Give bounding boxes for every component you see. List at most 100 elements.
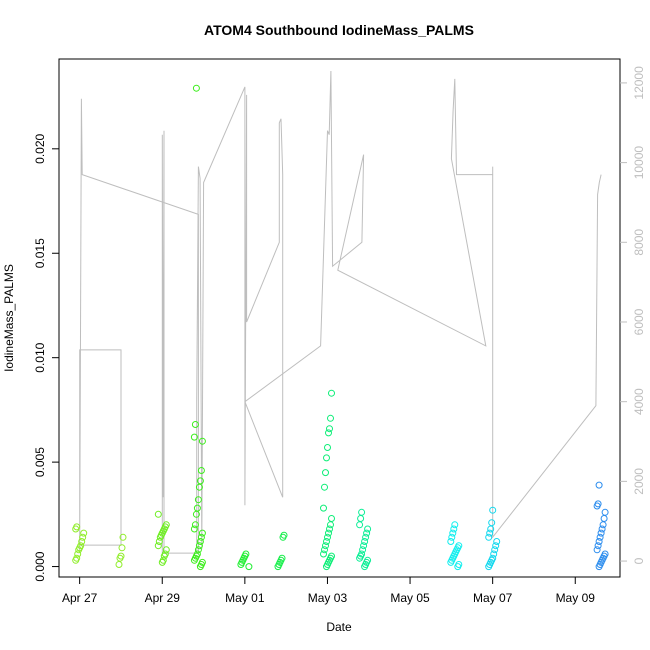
data-point: [595, 481, 603, 489]
data-point: [447, 538, 455, 545]
flight-points-group: [593, 481, 609, 571]
data-point: [359, 546, 367, 554]
data-point: [80, 529, 88, 537]
data-point: [115, 561, 123, 568]
data-point: [325, 429, 332, 437]
data-point: [357, 515, 365, 522]
data-point: [360, 542, 368, 550]
data-point: [450, 525, 458, 533]
data-point: [455, 561, 463, 568]
data-point: [154, 542, 162, 550]
x-tick-label: May 03: [308, 591, 348, 605]
data-point: [364, 556, 372, 564]
x-tick-label: May 09: [556, 591, 596, 605]
flight-points-group: [356, 508, 372, 571]
data-point: [358, 550, 366, 558]
data-point: [594, 500, 602, 508]
y-axis: 0.000 0.005 0.010 0.015 0.020: [33, 133, 59, 582]
y-tick-label: 0.020: [33, 133, 47, 163]
y-right-tick-label: 0: [632, 557, 646, 564]
y-right-tick-label: 2000: [632, 468, 646, 495]
data-point: [448, 533, 456, 541]
x-tick-label: May 05: [390, 591, 430, 605]
data-point: [323, 454, 330, 462]
data-point: [326, 425, 333, 433]
data-point: [195, 542, 203, 550]
data-point: [361, 538, 369, 545]
data-point: [485, 533, 493, 541]
altitude-trace-line: [79, 70, 602, 554]
x-tick-label: Apr 27: [62, 591, 98, 605]
y-right-tick-label: 6000: [632, 308, 646, 335]
x-axis: Apr 27 Apr 29 May 01 May 03 May 05 May 07 May …: [62, 577, 595, 605]
data-point: [79, 533, 87, 541]
data-point: [327, 521, 334, 529]
data-point: [278, 554, 286, 562]
data-point: [74, 550, 82, 558]
data-point: [328, 515, 335, 522]
flight-points-group: [115, 533, 127, 568]
data-point: [193, 504, 201, 512]
data-point: [73, 523, 81, 531]
data-point: [595, 538, 603, 545]
flight-points-group: [485, 506, 501, 571]
data-point: [493, 538, 501, 545]
data-point: [451, 521, 459, 529]
data-point: [159, 556, 167, 564]
data-point: [78, 538, 86, 545]
x-tick-label: May 07: [473, 591, 513, 605]
plot-area: [72, 70, 609, 571]
data-point: [320, 550, 327, 558]
data-point: [327, 414, 334, 422]
data-point: [596, 533, 604, 541]
flight-points-group: [274, 531, 288, 571]
x-axis-title: Date: [326, 620, 352, 634]
data-point: [363, 529, 371, 537]
data-point: [197, 533, 205, 541]
y-axis-title: IodineMass_PALMS: [2, 264, 16, 372]
data-point: [328, 389, 335, 397]
data-point: [362, 533, 370, 541]
data-point: [490, 550, 498, 558]
chart-title: ATOM4 Southbound IodineMass_PALMS: [204, 22, 474, 38]
data-point: [162, 521, 170, 529]
data-point: [190, 525, 198, 533]
data-point: [599, 521, 607, 529]
data-point: [356, 521, 364, 529]
data-point: [488, 519, 496, 527]
data-point: [196, 538, 204, 545]
data-point: [155, 538, 163, 545]
data-point: [601, 550, 609, 558]
data-point: [321, 483, 328, 491]
data-point: [280, 531, 288, 539]
y-right-tick-label: 12000: [632, 66, 646, 100]
data-point: [320, 504, 327, 512]
data-point: [358, 508, 366, 516]
flight-points-group: [154, 510, 170, 566]
x-tick-label: Apr 29: [145, 591, 181, 605]
data-point: [322, 469, 329, 477]
data-point: [593, 546, 601, 554]
data-point: [489, 506, 497, 514]
data-point: [197, 467, 205, 474]
data-point: [196, 477, 204, 485]
y-tick-label: 0.010: [33, 342, 47, 372]
data-point: [194, 496, 202, 504]
data-point: [245, 563, 253, 571]
data-point: [190, 433, 198, 441]
data-point: [326, 525, 333, 533]
data-point: [117, 552, 125, 560]
data-point: [162, 546, 170, 554]
data-point: [191, 421, 199, 428]
data-point: [118, 544, 126, 552]
data-point: [364, 525, 372, 533]
data-point: [489, 554, 497, 562]
data-point: [455, 542, 463, 550]
data-point: [328, 552, 335, 560]
y-tick-label: 0.000: [33, 551, 47, 581]
data-point: [323, 538, 330, 545]
y-axis-right: 0 2000 4000 6000 8000 10000 12000: [620, 66, 646, 564]
data-point: [324, 444, 331, 451]
data-point: [198, 558, 206, 566]
